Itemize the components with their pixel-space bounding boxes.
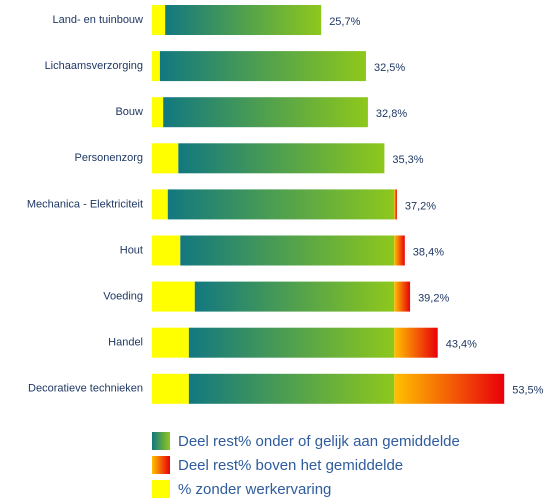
total-label: 38,4% [413, 246, 444, 258]
bar-segment [188, 327, 395, 358]
bar-segment [152, 373, 189, 404]
bar-segment [152, 5, 166, 35]
total-label: 32,8% [376, 108, 407, 120]
bar-segment [152, 327, 189, 358]
bar-segment [167, 189, 395, 220]
legend-label: Deel rest% boven het gemiddelde [178, 457, 403, 474]
bar-segment [188, 373, 395, 404]
bar-segment [152, 281, 195, 312]
total-label: 35,3% [392, 154, 423, 166]
bar-segment [159, 51, 366, 82]
legend-label: % zonder werkervaring [178, 481, 331, 498]
category-label: Lichaamsverzorging [45, 60, 143, 72]
legend-swatch [152, 456, 170, 474]
category-label: Voeding [103, 291, 143, 303]
bar-segment [152, 143, 179, 174]
bar-segment [394, 373, 505, 404]
category-label: Bouw [115, 106, 143, 118]
category-label: Personenzorg [75, 152, 144, 164]
total-label: 25,7% [329, 16, 360, 28]
total-label: 39,2% [418, 293, 449, 305]
total-label: 43,4% [446, 339, 477, 351]
total-label: 53,5% [512, 385, 543, 397]
bar-segment [394, 327, 438, 358]
bar-segment [194, 281, 395, 312]
bar-segment [394, 189, 397, 220]
bar-segment [152, 189, 168, 220]
total-label: 37,2% [405, 200, 436, 212]
bar-segment [180, 235, 395, 266]
category-label: Handel [108, 337, 143, 349]
bar-segment [152, 235, 181, 266]
legend-swatch [152, 480, 170, 498]
category-label: Land- en tuinbouw [52, 14, 143, 26]
total-label: 32,5% [374, 62, 405, 74]
legend-swatch [152, 432, 170, 450]
category-label: Decoratieve technieken [28, 383, 143, 395]
legend-label: Deel rest% onder of gelijk aan gemiddeld… [178, 433, 460, 450]
category-label: Hout [120, 244, 143, 256]
category-label: Mechanica - Elektriciteit [27, 198, 143, 210]
bar-segment [394, 235, 405, 266]
bar-segment [152, 51, 160, 82]
bar-segment [163, 97, 368, 128]
bar-segment [152, 97, 164, 128]
bar-segment [394, 281, 411, 312]
bar-segment [178, 143, 385, 174]
bar-segment [165, 5, 322, 35]
